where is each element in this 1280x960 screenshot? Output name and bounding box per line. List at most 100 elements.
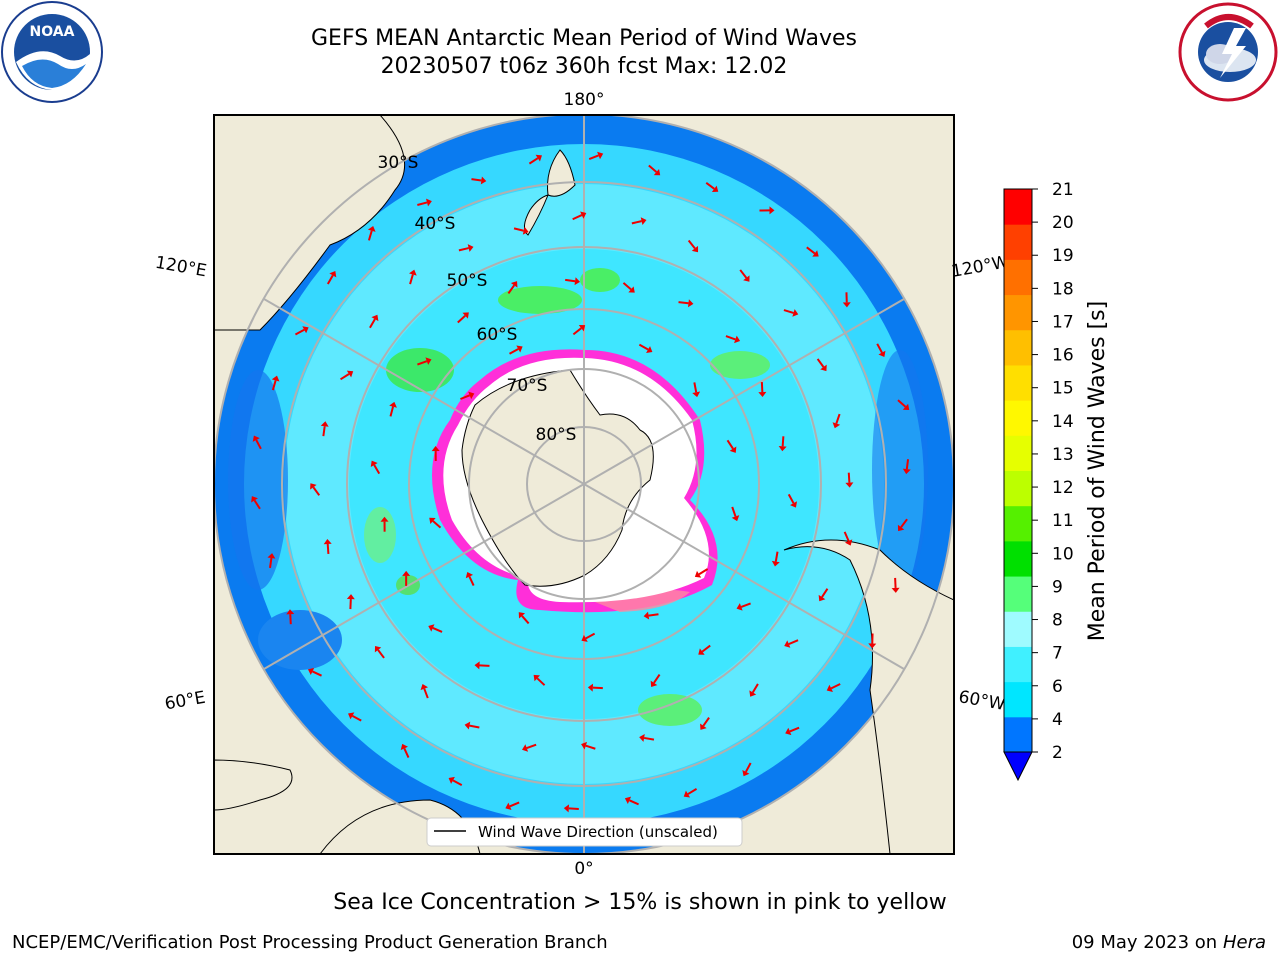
wave-direction-arrow	[269, 557, 273, 569]
wave-direction-arrow	[513, 227, 524, 232]
wave-direction-arrowhead	[409, 269, 417, 276]
wave-direction-arrowhead	[643, 611, 650, 620]
wave-direction-arrow	[739, 269, 748, 279]
colorbar-segment	[1004, 224, 1032, 260]
wave-direction-arrowhead	[271, 375, 280, 382]
wave-direction-arrowhead	[522, 226, 529, 235]
wave-direction-arrowhead	[832, 422, 841, 429]
wave-direction-arrowhead	[820, 364, 827, 372]
lon-label-60w: 60°W	[957, 687, 1007, 715]
australia-land	[214, 115, 406, 331]
wave-period-patch	[498, 286, 582, 314]
wave-direction-arrowhead	[310, 483, 317, 490]
lat-label-50s: 50°S	[447, 271, 488, 291]
wave-direction-arrow	[843, 531, 850, 542]
wave-direction-arrow	[897, 399, 907, 408]
wave-direction-arrow	[389, 406, 395, 417]
wave-direction-arrowhead	[426, 198, 432, 207]
wave-direction-arrowhead	[653, 168, 661, 176]
wave-direction-arrow	[479, 664, 490, 667]
wave-direction-arrow	[648, 613, 659, 617]
wave-direction-arrowhead	[370, 460, 378, 467]
wave-direction-arrowhead	[778, 445, 787, 452]
colorbar-tick-label: 4	[1052, 710, 1063, 730]
wave-direction-arrow	[816, 358, 825, 368]
wave-direction-arrow	[457, 314, 466, 324]
wave-direction-arrow	[458, 247, 469, 252]
colorbar-segment	[1004, 470, 1032, 507]
wave-direction-arrow	[326, 543, 330, 555]
wave-direction-arrowhead	[687, 299, 694, 308]
wave-direction-arrowhead	[729, 446, 737, 453]
chart-title: GEFS MEAN Antarctic Mean Period of Wind …	[311, 26, 857, 51]
wave-direction-arrowhead	[731, 515, 740, 522]
wave-direction-arrowhead	[380, 516, 389, 522]
colorbar-segment	[1004, 681, 1032, 718]
colorbar-tick-label: 18	[1052, 279, 1074, 299]
wave-direction-arrowhead	[597, 151, 604, 160]
wave-direction-arrow	[312, 486, 321, 496]
wave-direction-arrowhead	[640, 217, 647, 226]
colorbar-segment	[1004, 294, 1032, 331]
wave-direction-arrowhead	[574, 277, 581, 286]
wave-direction-arrowhead	[505, 802, 512, 811]
wave-direction-arrow	[653, 673, 661, 684]
wave-direction-arrow	[781, 436, 785, 447]
wave-direction-arrowhead	[639, 733, 645, 742]
colorbar-tick-label: 6	[1052, 677, 1063, 697]
wave-direction-arrowhead	[510, 281, 518, 288]
date-stamp: 09 May 2023 on Hera	[1072, 932, 1266, 953]
wave-direction-arrow	[835, 413, 841, 424]
wave-direction-arrow	[509, 801, 520, 808]
wave-direction-arrowhead	[646, 346, 653, 354]
wave-direction-arrowhead	[420, 684, 429, 691]
colorbar-segment	[1004, 329, 1032, 366]
wave-direction-arrow	[294, 328, 305, 336]
credit-text: NCEP/EMC/Verification Post Processing Pr…	[12, 932, 608, 953]
colorbar-segment	[1004, 716, 1032, 753]
sea-ice-note: Sea Ice Concentration > 15% is shown in …	[333, 890, 947, 915]
chart-subtitle: 20230507 t06z 360h fcst Max: 12.02	[380, 54, 788, 79]
wave-direction-arrow	[289, 614, 292, 625]
wave-direction-arrow	[702, 717, 710, 727]
new-zealand-land	[524, 149, 576, 236]
wave-direction-arrowhead	[348, 712, 355, 720]
wave-direction-arrowhead	[771, 560, 780, 567]
wave-direction-arrow	[751, 683, 759, 694]
wave-direction-arrowhead	[286, 609, 295, 615]
wave-direction-arrowhead	[769, 206, 775, 215]
wave-direction-arrow	[774, 551, 779, 562]
wave-direction-arrowhead	[518, 612, 526, 619]
wave-direction-arrowhead	[700, 723, 707, 730]
colorbar-tick-label: 9	[1052, 577, 1063, 597]
lon-label-120w: 120°W	[950, 252, 1011, 282]
wave-direction-arrow	[369, 318, 376, 329]
wave-direction-arrowhead	[400, 743, 408, 751]
wave-direction-arrow	[876, 343, 883, 354]
colorbar-tick-label: 11	[1052, 511, 1074, 531]
wave-direction-arrow	[701, 644, 711, 653]
wave-direction-arrowhead	[812, 250, 819, 257]
wave-direction-arrowhead	[784, 640, 791, 648]
wave-direction-arrowhead	[736, 603, 743, 611]
wave-direction-arrow	[526, 743, 537, 749]
wave-direction-arrowhead	[818, 594, 826, 602]
colorbar-tick-label: 7	[1052, 644, 1063, 664]
colorbar-tick-label: 10	[1052, 544, 1074, 564]
wave-direction-arrowhead	[692, 391, 701, 398]
colorbar-tick-label: 19	[1052, 246, 1074, 266]
map-legend: Wind Wave Direction (unscaled)	[426, 817, 743, 847]
wind-wave-arrows	[251, 151, 911, 813]
wave-direction-arrowhead	[581, 634, 588, 642]
wave-direction-arrow	[340, 373, 350, 381]
colorbar-label: Mean Period of Wind Waves [s]	[1085, 301, 1110, 641]
wave-direction-arrow	[471, 178, 482, 182]
wave-direction-arrowhead	[468, 391, 475, 400]
noaa-logo: NOAA	[1, 1, 103, 103]
wave-direction-arrow	[423, 688, 429, 699]
wave-direction-arrow	[255, 439, 262, 450]
wave-direction-arrow	[745, 762, 752, 773]
wave-direction-arrowhead	[711, 185, 719, 193]
lat-label-70s: 70°S	[507, 376, 548, 396]
